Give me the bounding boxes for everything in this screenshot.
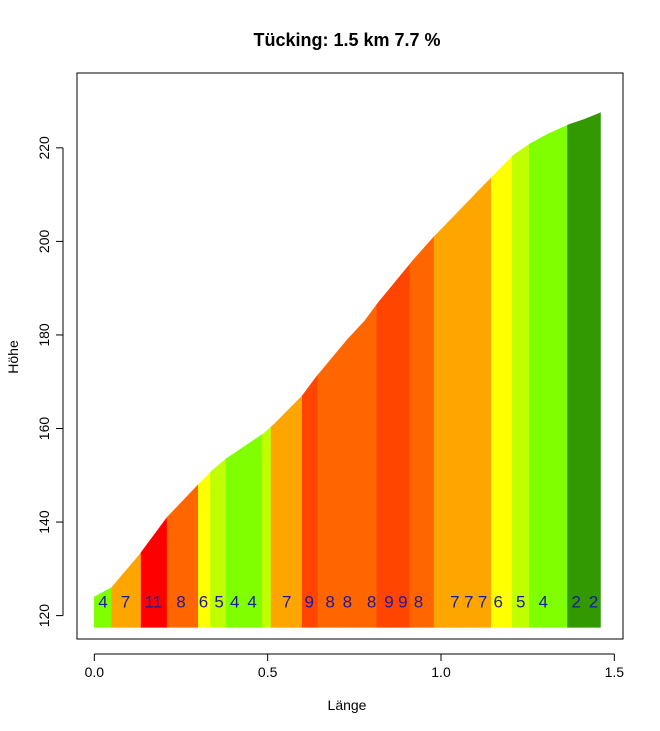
grade-segment [490,155,513,628]
grade-label: 9 [305,593,314,612]
chart-title: Tücking: 1.5 km 7.7 % [253,30,440,50]
grade-label: 2 [571,593,580,612]
grade-label: 4 [98,593,107,612]
grade-labels: 4 7 11 8 6 5 4 4 7 9 8 8 8 9 9 8 7 7 7 6 5 4 2 2 [98,593,598,612]
grade-label: 4 [247,593,256,612]
grade-label: 5 [516,593,525,612]
x-tick-label: 1.0 [431,664,451,680]
grade-label: 8 [367,593,376,612]
grade-label: 6 [199,593,208,612]
grade-segment [548,124,568,628]
y-tick-label: 180 [36,323,52,347]
grade-segment [354,303,378,628]
grade-label: 7 [464,593,473,612]
grade-segment [317,351,338,628]
grade-label: 4 [539,593,548,612]
grade-segment [409,235,435,628]
grade-segment [376,280,397,628]
grade-segments [94,112,601,628]
grade-segment [582,112,601,628]
grade-label: 11 [144,593,162,612]
grade-segment [262,426,272,628]
grade-label: 8 [343,593,352,612]
x-tick-label: 0.5 [258,664,278,680]
y-tick-label: 220 [36,136,52,160]
x-tick-label: 1.5 [605,664,625,680]
grade-label: 2 [589,593,598,612]
grade-label: 8 [414,593,423,612]
grade-segment [475,176,492,628]
grade-label: 8 [176,593,185,612]
grade-segment [567,119,584,628]
grade-label: 4 [230,593,239,612]
grade-segment [111,551,142,628]
grade-segment [270,395,303,628]
y-tick-label: 200 [36,230,52,254]
y-tick-label: 140 [36,510,52,534]
plot-frame [76,72,624,640]
y-tick-label: 160 [36,417,52,441]
grade-segment [433,207,463,628]
grade-label: 7 [121,593,130,612]
grade-label: 6 [493,593,502,612]
grade-label: 7 [478,593,487,612]
grade-label: 9 [384,593,393,612]
grade-segment [210,458,227,628]
grade-segment [302,374,319,628]
y-tick-label: 120 [36,604,52,628]
grade-segment [511,143,530,628]
y-axis-label: Höhe [5,340,21,374]
grade-segment [461,193,476,628]
grade-label: 9 [398,593,407,612]
grade-segment [336,331,355,628]
grade-segment [529,133,549,628]
y-axis: 120 140 160 180 200 220 [36,136,64,628]
x-axis: 0.0 0.5 1.0 1.5 [85,653,625,680]
grade-label: 7 [450,593,459,612]
grade-label: 5 [214,593,223,612]
grade-segment [395,263,411,628]
x-axis-label: Länge [328,697,367,713]
grade-label: 7 [282,593,291,612]
grade-label: 8 [325,593,334,612]
x-tick-label: 0.0 [85,664,105,680]
